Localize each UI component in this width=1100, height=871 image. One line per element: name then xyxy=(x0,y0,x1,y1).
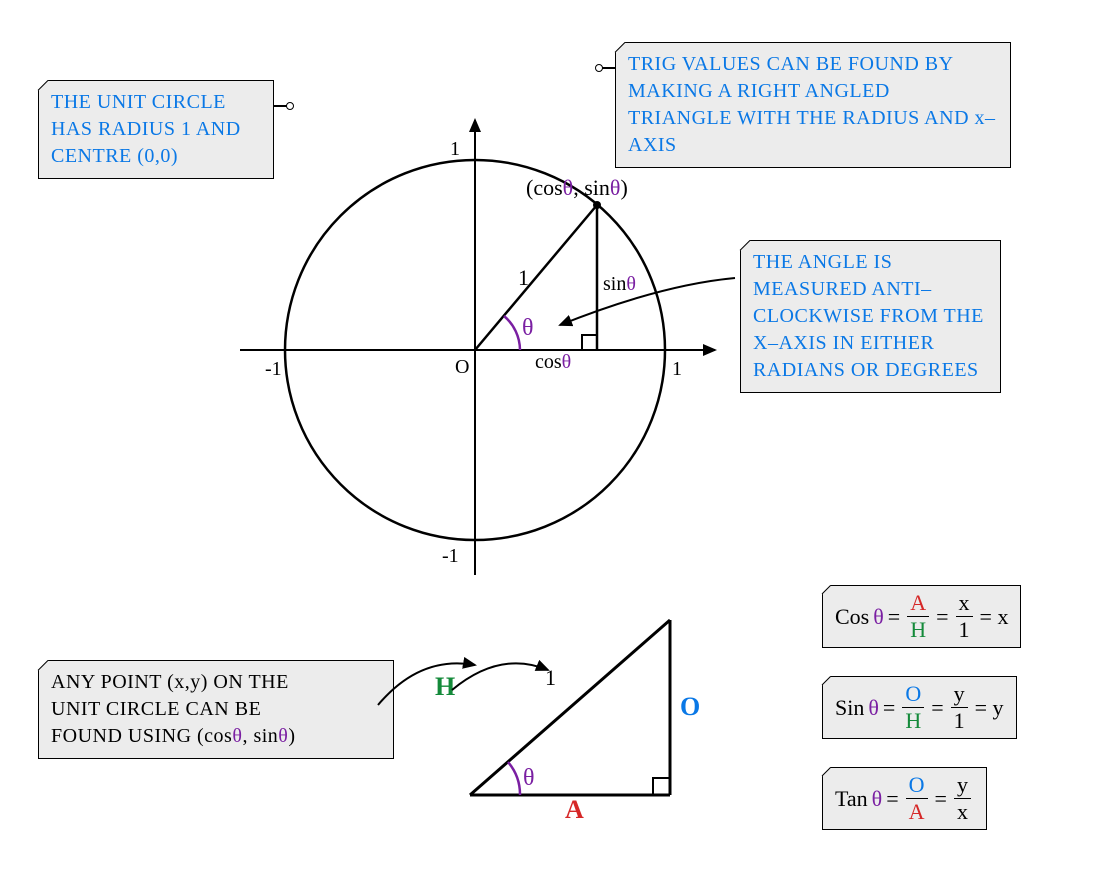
lhs: Sin xyxy=(835,695,864,721)
label-neg1-x: -1 xyxy=(265,358,282,380)
label-neg1-y: -1 xyxy=(442,545,459,567)
label-pos1-y: 1 xyxy=(450,138,460,160)
note-point-xy: ANY POINT (x,y) ON THE UNIT CIRCLE CAN B… xyxy=(38,660,394,759)
tri-A: A xyxy=(565,795,584,820)
lhs: Cos xyxy=(835,604,869,630)
cos-side-label: cosθ xyxy=(535,351,571,373)
label-pos1-x: 1 xyxy=(672,358,682,380)
label-origin: O xyxy=(455,356,469,378)
unit-circle-diagram: -1 1 1 -1 O (cosθ, sinθ) 1 θ cosθ sinθ xyxy=(120,95,860,655)
tri-O: O xyxy=(680,692,700,721)
lhs: Tan xyxy=(835,786,868,812)
formula-cos: Cosθ= AH = x1 = x xyxy=(822,585,1021,648)
point-label: (cosθ, sinθ) xyxy=(526,175,628,200)
line1: ANY POINT (x,y) ON THE xyxy=(51,669,381,696)
line3: FOUND USING (cosθ, sinθ) xyxy=(51,723,381,750)
sin-side-label: sinθ xyxy=(603,273,636,295)
formula-sin: Sinθ= OH = y1 = y xyxy=(822,676,1017,739)
theta-label: θ xyxy=(522,315,534,341)
tri-theta: θ xyxy=(523,765,535,791)
radius-label: 1 xyxy=(518,265,529,290)
formula-tan: Tanθ= OA = yx xyxy=(822,767,987,830)
arrow-xy-to-tri xyxy=(370,640,490,740)
line2: UNIT CIRCLE CAN BE xyxy=(51,696,381,723)
